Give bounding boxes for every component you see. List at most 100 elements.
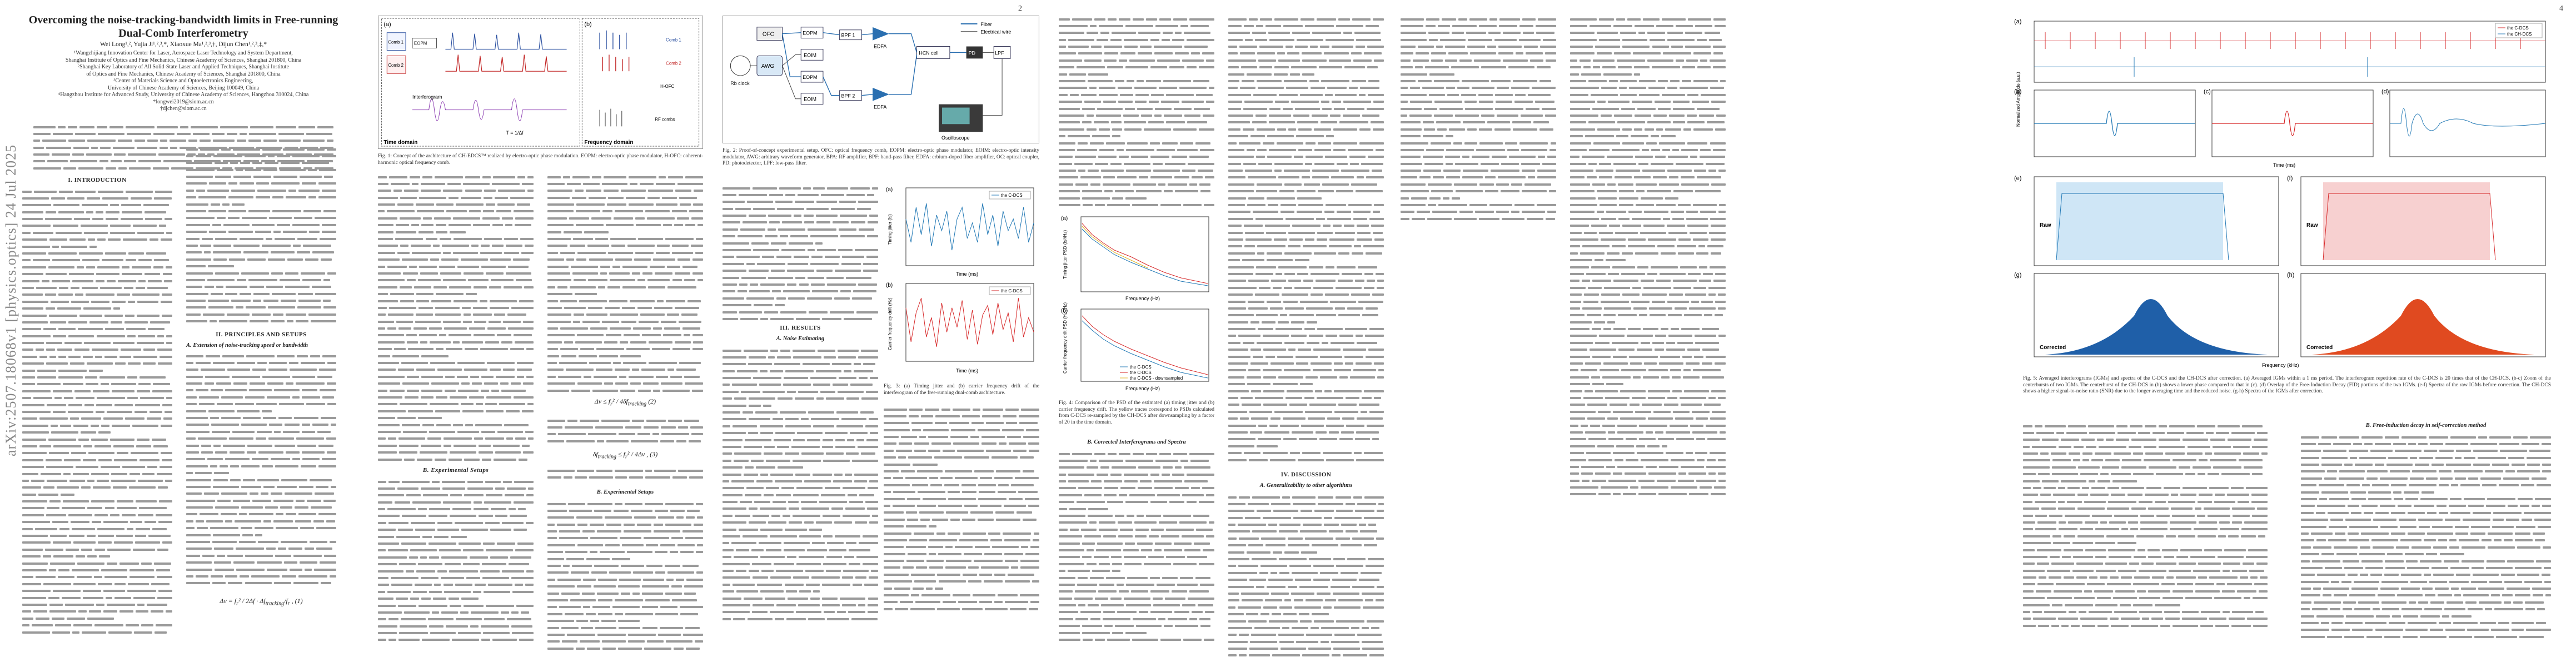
text-line [547, 521, 703, 527]
text-line [22, 222, 172, 229]
text-line [547, 366, 703, 373]
text-line [1228, 174, 1384, 181]
fig2-rb-clock-label: Rb clock [730, 81, 750, 86]
text-line [2301, 440, 2551, 447]
text-line [378, 263, 534, 270]
text-line [22, 450, 172, 456]
text-line [186, 435, 336, 442]
text-line [1059, 485, 1214, 491]
text-line [723, 533, 878, 540]
text-line [1228, 277, 1384, 284]
text-line [1570, 195, 1726, 201]
fig2-bpf1-label: BPF 1 [841, 33, 855, 38]
text-line [22, 202, 172, 208]
text-line [1570, 236, 1726, 243]
text-line [723, 240, 878, 246]
text-line [1401, 64, 1556, 71]
text-line [1059, 91, 1214, 98]
text-line [1570, 119, 1726, 126]
text-line [22, 208, 172, 215]
text-line [186, 311, 336, 317]
text-line [547, 437, 703, 444]
text-line [22, 580, 172, 587]
text-line [378, 249, 534, 256]
text-line [378, 352, 534, 359]
text-line [1228, 604, 1384, 610]
text-line [884, 406, 1039, 412]
text-line [723, 430, 878, 436]
figure-3: (a) the C-DCS Timing jitter (fs) Time (m… [884, 183, 1039, 378]
text-line [186, 456, 336, 462]
text-line [2023, 553, 2268, 560]
text-line [723, 288, 878, 295]
text-line [1570, 84, 1726, 91]
text-line [547, 215, 703, 221]
fig5-c-burst [2212, 111, 2373, 136]
text-line [884, 599, 1039, 605]
text-line [1570, 270, 1726, 277]
text-line [22, 374, 172, 381]
text-line [2301, 509, 2551, 516]
text-line [547, 417, 703, 424]
text-line [186, 221, 336, 228]
text-line [723, 519, 878, 526]
fig2-eoim-label: EOIM [804, 52, 816, 58]
text-line [1228, 208, 1384, 215]
text-line [186, 249, 336, 256]
subsection-heading-fid: B. Free-induction decay in self-correcti… [2301, 422, 2551, 429]
text-line [547, 549, 703, 555]
text-line [1059, 188, 1214, 195]
text-line [1570, 243, 1726, 250]
text-line [1228, 57, 1384, 63]
text-line [723, 436, 878, 443]
text-line [723, 505, 878, 512]
text-line [723, 574, 878, 581]
text-line [378, 616, 534, 623]
text-line [33, 137, 333, 144]
text-line [1228, 528, 1384, 535]
text-line [378, 339, 534, 345]
page2-col2-text-b [547, 417, 703, 445]
affiliation-line: ²Shanghai Key Laboratory of All Solid-St… [22, 64, 345, 71]
text-line [186, 276, 336, 283]
fig3-xlabel-a: Time (ms) [956, 271, 978, 277]
fig1-interferogram [412, 98, 567, 121]
text-line [547, 596, 703, 603]
text-line [1228, 624, 1384, 631]
text-line [186, 573, 336, 580]
text-line [1570, 456, 1726, 463]
text-line [1059, 146, 1214, 153]
text-line [1401, 50, 1556, 57]
text-line [2023, 560, 2268, 567]
text-line [1059, 533, 1214, 540]
text-line [1570, 133, 1726, 140]
fig4-panel-b-label: (b) [1061, 308, 1068, 314]
text-line [1570, 71, 1726, 77]
text-line [2301, 537, 2551, 544]
text-line [1570, 43, 1726, 50]
text-line [1059, 478, 1214, 485]
text-line [2023, 443, 2268, 450]
text-line [547, 631, 703, 638]
text-line [884, 558, 1039, 564]
text-line [1228, 153, 1384, 160]
text-line [723, 347, 878, 354]
text-line [186, 511, 336, 517]
text-line [723, 464, 878, 471]
text-line [547, 249, 703, 256]
fig5-d-fid [2390, 108, 2546, 137]
text-line [884, 509, 1039, 516]
text-line [378, 291, 534, 297]
text-line [2023, 574, 2268, 581]
text-line [1059, 568, 1214, 574]
text-line [1401, 167, 1556, 174]
text-line [1059, 519, 1214, 526]
text-line [378, 630, 534, 636]
text-line [884, 495, 1039, 502]
text-line [1401, 112, 1556, 118]
text-line [186, 187, 336, 193]
text-line [1228, 583, 1384, 590]
text-line [1401, 98, 1556, 105]
fig4-ylabel-b: Carrier frequency drift PSD (Hz²/Hz) [1063, 302, 1068, 374]
text-line [1401, 43, 1556, 50]
